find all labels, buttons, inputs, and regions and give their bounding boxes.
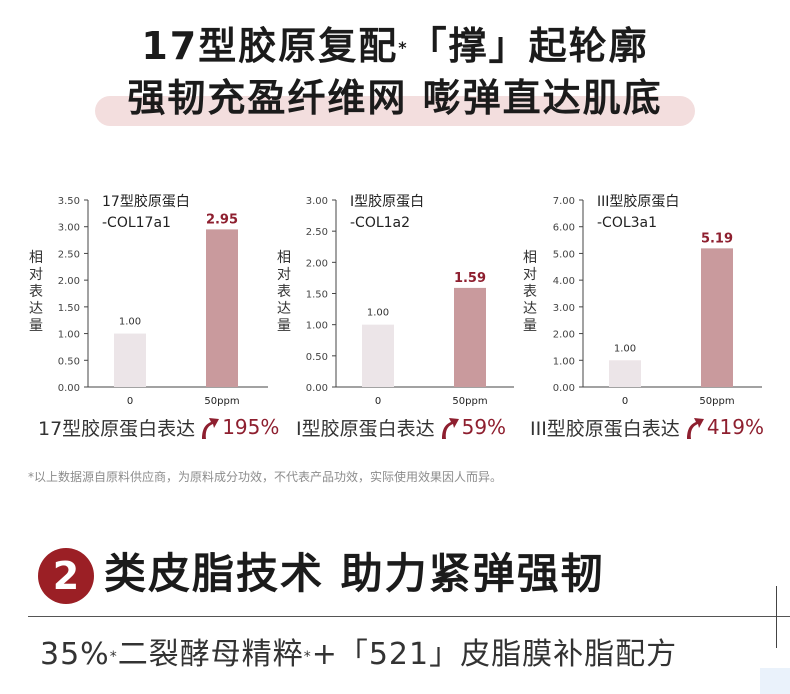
y-axis-title-char: 对 (277, 267, 291, 283)
x-tick-label: 50ppm (452, 396, 487, 407)
y-tick-label: 0.00 (58, 383, 80, 394)
caption-label: 17型胶原蛋白表达 (38, 417, 196, 440)
chart-subtitle: -COL3a1 (597, 215, 657, 231)
y-tick-label: 3.00 (553, 303, 575, 314)
y-tick-label: 2.00 (58, 276, 80, 287)
y-tick-label: 7.00 (553, 196, 575, 207)
y-tick-label: 0.00 (553, 383, 575, 394)
increase-value: 59% (461, 415, 507, 439)
caption-label: I型胶原蛋白表达 (296, 417, 435, 440)
disclaimer-text: *以上数据源自原料供应商，为原料成分功效，不代表产品功效，实际使用效果因人而异。 (28, 470, 503, 484)
y-tick-label: 2.50 (58, 249, 80, 260)
y-tick-label: 2.00 (306, 258, 328, 269)
formula-percent: 35% (40, 637, 110, 672)
hero-headline-1b: 「撑」起轮廓 (408, 24, 649, 68)
bar (701, 248, 733, 387)
section-divider (28, 616, 790, 617)
y-axis-title-char: 达 (523, 301, 537, 317)
chart-title: 17型胶原蛋白 (102, 193, 190, 210)
y-axis-title-char: 对 (29, 267, 43, 283)
y-axis-title-char: 表 (277, 284, 291, 300)
edge-marker-line (776, 586, 777, 648)
formula-complex: +「521」皮脂膜补脂配方 (311, 637, 678, 672)
x-tick-label: 0 (375, 396, 381, 407)
section-number-badge: 2 (38, 548, 94, 604)
formula-asterisk-2: * (303, 649, 312, 665)
increase-value: 419% (706, 415, 764, 439)
bar-value-label: 2.95 (206, 212, 238, 227)
y-tick-label: 6.00 (553, 223, 575, 234)
y-axis-title-char: 相 (523, 250, 537, 266)
up-arrow-icon (686, 418, 704, 439)
corner-decoration (760, 668, 790, 694)
y-tick-label: 1.50 (306, 290, 328, 301)
y-tick-label: 1.00 (306, 321, 328, 332)
up-arrow-icon (441, 418, 459, 439)
formula-text: 35%*二裂酵母精粹*+「521」皮脂膜补脂配方 (40, 630, 677, 680)
y-axis-title-char: 表 (523, 284, 537, 300)
hero-headline-1a: 17型胶原复配 (141, 24, 399, 68)
y-tick-label: 1.00 (58, 330, 80, 341)
y-tick-label: 2.50 (306, 227, 328, 238)
bar (362, 324, 394, 387)
caption-col17: 17型胶原蛋白表达 195% (38, 410, 279, 444)
y-tick-label: 0.50 (306, 352, 328, 363)
bar (609, 360, 641, 387)
x-tick-label: 0 (127, 396, 133, 407)
y-tick-label: 4.00 (553, 276, 575, 287)
bar-value-label: 1.00 (119, 317, 141, 328)
bar (454, 287, 486, 387)
section-title: 类皮脂技术 助力紧弹强韧 (104, 549, 605, 598)
formula-ingredient: 二裂酵母精粹 (117, 637, 304, 672)
y-axis-title-char: 量 (29, 318, 43, 334)
y-tick-label: 3.00 (58, 223, 80, 234)
caption-label: III型胶原蛋白表达 (530, 417, 680, 440)
hero-headline-2: 强韧充盈纤维网 嘭弹直达肌底 (127, 76, 663, 120)
hero-asterisk: * (398, 38, 409, 57)
y-tick-label: 1.00 (553, 356, 575, 367)
y-tick-label: 5.00 (553, 249, 575, 260)
y-axis-title-char: 量 (523, 318, 537, 334)
up-arrow-icon (202, 418, 220, 439)
bar-value-label: 5.19 (701, 231, 733, 246)
collagen-charts: 0.000.501.001.502.002.503.003.50相对表达量17型… (29, 193, 762, 407)
formula-asterisk-1: * (109, 649, 118, 665)
y-axis-title-char: 相 (29, 250, 43, 266)
chart-subtitle: -COL1a2 (350, 215, 410, 231)
chart-title: I型胶原蛋白 (350, 193, 424, 210)
y-tick-label: 3.00 (306, 196, 328, 207)
bar (206, 229, 238, 387)
hero-headline-1: 17型胶原复配*「撑」起轮廓 (0, 22, 790, 70)
y-axis-title-char: 达 (29, 301, 43, 317)
y-axis-title-char: 表 (29, 284, 43, 300)
y-axis-title-char: 相 (277, 250, 291, 266)
bar-value-label: 1.59 (454, 271, 486, 286)
chart-subtitle: -COL17a1 (102, 215, 171, 231)
y-tick-label: 3.50 (58, 196, 80, 207)
y-axis-title-char: 对 (523, 267, 537, 283)
increase-value: 195% (222, 415, 280, 439)
bar-value-label: 1.00 (367, 308, 389, 319)
caption-col1: I型胶原蛋白表达 59% (296, 410, 506, 444)
bar-value-label: 1.00 (614, 343, 636, 354)
y-tick-label: 0.50 (58, 356, 80, 367)
x-tick-label: 50ppm (699, 396, 734, 407)
y-axis-title-char: 量 (277, 318, 291, 334)
caption-col3: III型胶原蛋白表达 419% (530, 410, 764, 444)
y-axis-title-char: 达 (277, 301, 291, 317)
x-tick-label: 0 (622, 396, 628, 407)
y-tick-label: 2.00 (553, 330, 575, 341)
bar (114, 333, 146, 387)
y-tick-label: 0.00 (306, 383, 328, 394)
x-tick-label: 50ppm (204, 396, 239, 407)
hero-highlight-band (95, 96, 695, 126)
y-tick-label: 1.50 (58, 303, 80, 314)
chart-title: III型胶原蛋白 (597, 193, 679, 210)
